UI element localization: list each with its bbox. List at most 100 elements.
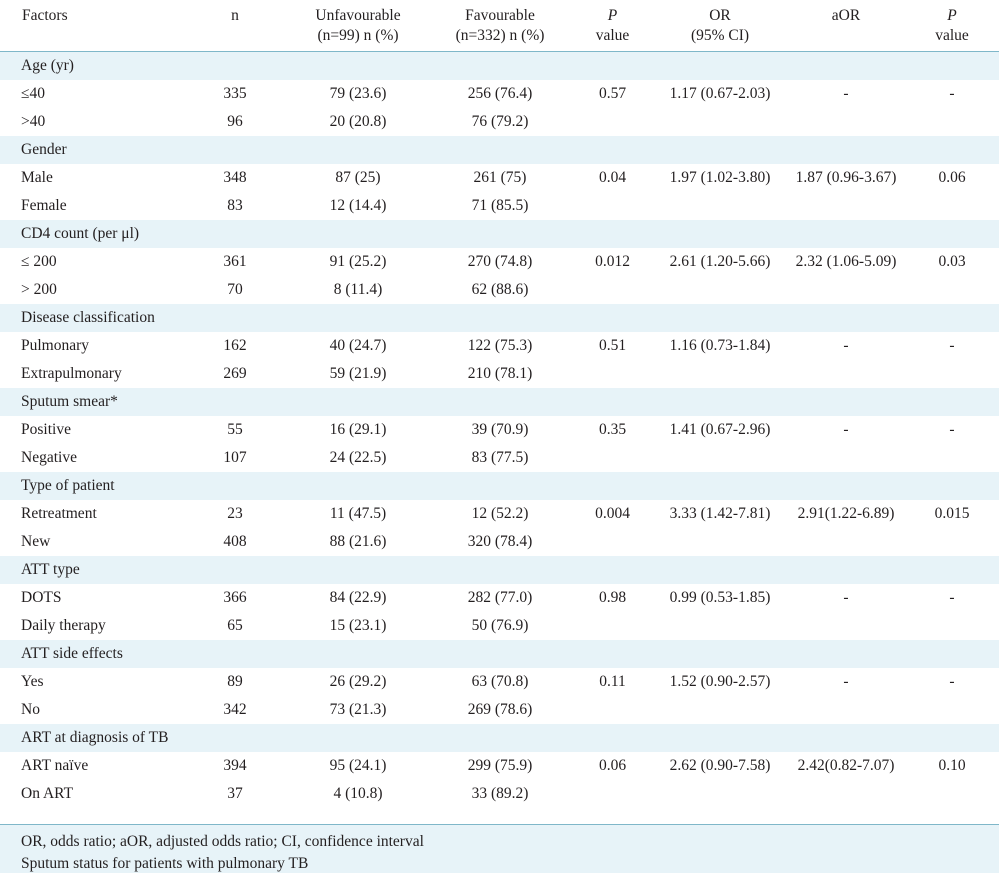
- favourable-cell: 76 (79.2): [471, 112, 529, 130]
- table-row: New 408 88 (21.6) 320 (78.4): [0, 528, 999, 556]
- or-cell: [653, 612, 787, 640]
- category-title: ART at diagnosis of TB: [0, 723, 999, 752]
- table-row: No 342 73 (21.3) 269 (78.6): [0, 696, 999, 724]
- aor-cell: -: [843, 84, 849, 102]
- favourable-cell: 261 (75): [473, 168, 527, 186]
- p-value-cell: [572, 528, 653, 556]
- row-label: Positive: [21, 420, 71, 438]
- n-cell: 335: [223, 84, 247, 102]
- favourable-cell: 83 (77.5): [471, 448, 529, 466]
- adjusted-p-value-cell: 0.03: [938, 252, 966, 270]
- row-label: Female: [21, 196, 67, 214]
- p-value-cell: 0.35: [598, 420, 627, 438]
- favourable-cell: 269 (78.6): [467, 700, 533, 718]
- category-title: ATT side effects: [0, 639, 999, 668]
- n-cell: 394: [223, 756, 247, 774]
- or-cell: [653, 444, 787, 472]
- adjusted-p-value-cell: 0.10: [938, 756, 966, 774]
- aor-cell: 2.32 (1.06-5.09): [795, 252, 897, 270]
- header-or: OR (95% CI): [690, 7, 750, 44]
- category-title: Type of patient: [0, 471, 999, 500]
- category-row: Sputum smear*: [0, 387, 999, 416]
- favourable-cell: 282 (77.0): [467, 588, 533, 606]
- table-row: Daily therapy 65 15 (23.1) 50 (76.9): [0, 612, 999, 640]
- adjusted-p-value-cell: [905, 780, 999, 808]
- header-aor: aOR: [831, 7, 861, 24]
- adjusted-p-value-cell: -: [949, 336, 955, 354]
- adjusted-p-value-cell: [905, 192, 999, 220]
- adjusted-p-value-cell: -: [949, 420, 955, 438]
- or-cell: 1.52 (0.90-2.57): [669, 672, 771, 690]
- or-cell: 2.61 (1.20-5.66): [669, 252, 771, 270]
- table-header: Factors n Unfavourable (n=99) n (%) Favou…: [0, 0, 999, 51]
- p-value-cell: 0.57: [598, 84, 627, 102]
- table-row: Retreatment 23 11 (47.5) 12 (52.2) 0.004 3.33…: [0, 500, 999, 528]
- aor-cell: -: [843, 672, 849, 690]
- or-cell: [653, 192, 787, 220]
- category-row: ATT type: [0, 555, 999, 584]
- or-cell: 1.97 (1.02-3.80): [669, 168, 771, 186]
- unfavourable-cell: 73 (21.3): [329, 700, 387, 718]
- row-label: No: [21, 700, 40, 718]
- category-title: Age (yr): [0, 51, 999, 80]
- adjusted-p-value-cell: -: [949, 84, 955, 102]
- or-cell: 3.33 (1.42-7.81): [669, 504, 771, 522]
- adjusted-p-value-cell: [905, 696, 999, 724]
- n-cell: 37: [227, 784, 243, 802]
- aor-cell: [787, 108, 905, 136]
- row-label: >40: [21, 112, 46, 130]
- row-label: ART naïve: [21, 756, 89, 774]
- adjusted-p-value-cell: [905, 444, 999, 472]
- n-cell: 55: [227, 420, 243, 438]
- or-cell: [653, 360, 787, 388]
- p-value-cell: [572, 108, 653, 136]
- table-row: ≤40 335 79 (23.6) 256 (76.4) 0.57 1.17 (0.67-…: [0, 80, 999, 108]
- n-cell: 342: [223, 700, 247, 718]
- category-row: Gender: [0, 135, 999, 164]
- n-cell: 83: [227, 196, 243, 214]
- footnote-sputum: Sputum status for patients with pulmonar…: [21, 855, 309, 872]
- table-row: Negative 107 24 (22.5) 83 (77.5): [0, 444, 999, 472]
- p-value-cell: [572, 696, 653, 724]
- p-value-cell: 0.004: [595, 504, 630, 522]
- footnote-abbreviations: OR, odds ratio; aOR, adjusted odds ratio…: [21, 833, 424, 850]
- table-row: Extrapulmonary 269 59 (21.9) 210 (78.1): [0, 360, 999, 388]
- table-row: Positive 55 16 (29.1) 39 (70.9) 0.35 1.41 (0.…: [0, 416, 999, 444]
- favourable-cell: 39 (70.9): [471, 420, 529, 438]
- or-cell: [653, 276, 787, 304]
- table-row: >40 96 20 (20.8) 76 (79.2): [0, 108, 999, 136]
- p-value-cell: [572, 780, 653, 808]
- row-label: ≤40: [21, 84, 46, 102]
- n-cell: 162: [223, 336, 247, 354]
- n-cell: 65: [227, 616, 243, 634]
- category-row: Type of patient: [0, 471, 999, 500]
- row-label: Pulmonary: [21, 336, 90, 354]
- unfavourable-cell: 84 (22.9): [329, 588, 387, 606]
- p-value-cell: [572, 360, 653, 388]
- aor-cell: -: [843, 336, 849, 354]
- unfavourable-cell: 87 (25): [335, 168, 381, 186]
- or-cell: [653, 696, 787, 724]
- table-row: Pulmonary 162 40 (24.7) 122 (75.3) 0.51 1.16 …: [0, 332, 999, 360]
- category-title: Sputum smear*: [0, 387, 999, 416]
- adjusted-p-value-cell: -: [949, 672, 955, 690]
- favourable-cell: 62 (88.6): [471, 280, 529, 298]
- favourable-cell: 256 (76.4): [467, 84, 533, 102]
- row-label: > 200: [21, 280, 57, 298]
- adjusted-p-value-cell: [905, 612, 999, 640]
- category-row: CD4 count (per μl): [0, 219, 999, 248]
- unfavourable-cell: 16 (29.1): [329, 420, 387, 438]
- unfavourable-cell: 20 (20.8): [329, 112, 387, 130]
- aor-cell: 2.42(0.82-7.07): [797, 756, 895, 774]
- table-row: Female 83 12 (14.4) 71 (85.5): [0, 192, 999, 220]
- favourable-cell: 33 (89.2): [471, 784, 529, 802]
- n-cell: 408: [223, 532, 247, 550]
- or-cell: [653, 528, 787, 556]
- category-row: ATT side effects: [0, 639, 999, 668]
- p-value-cell: [572, 192, 653, 220]
- or-cell: 0.99 (0.53-1.85): [669, 588, 771, 606]
- aor-cell: [787, 276, 905, 304]
- category-title: ATT type: [0, 555, 999, 584]
